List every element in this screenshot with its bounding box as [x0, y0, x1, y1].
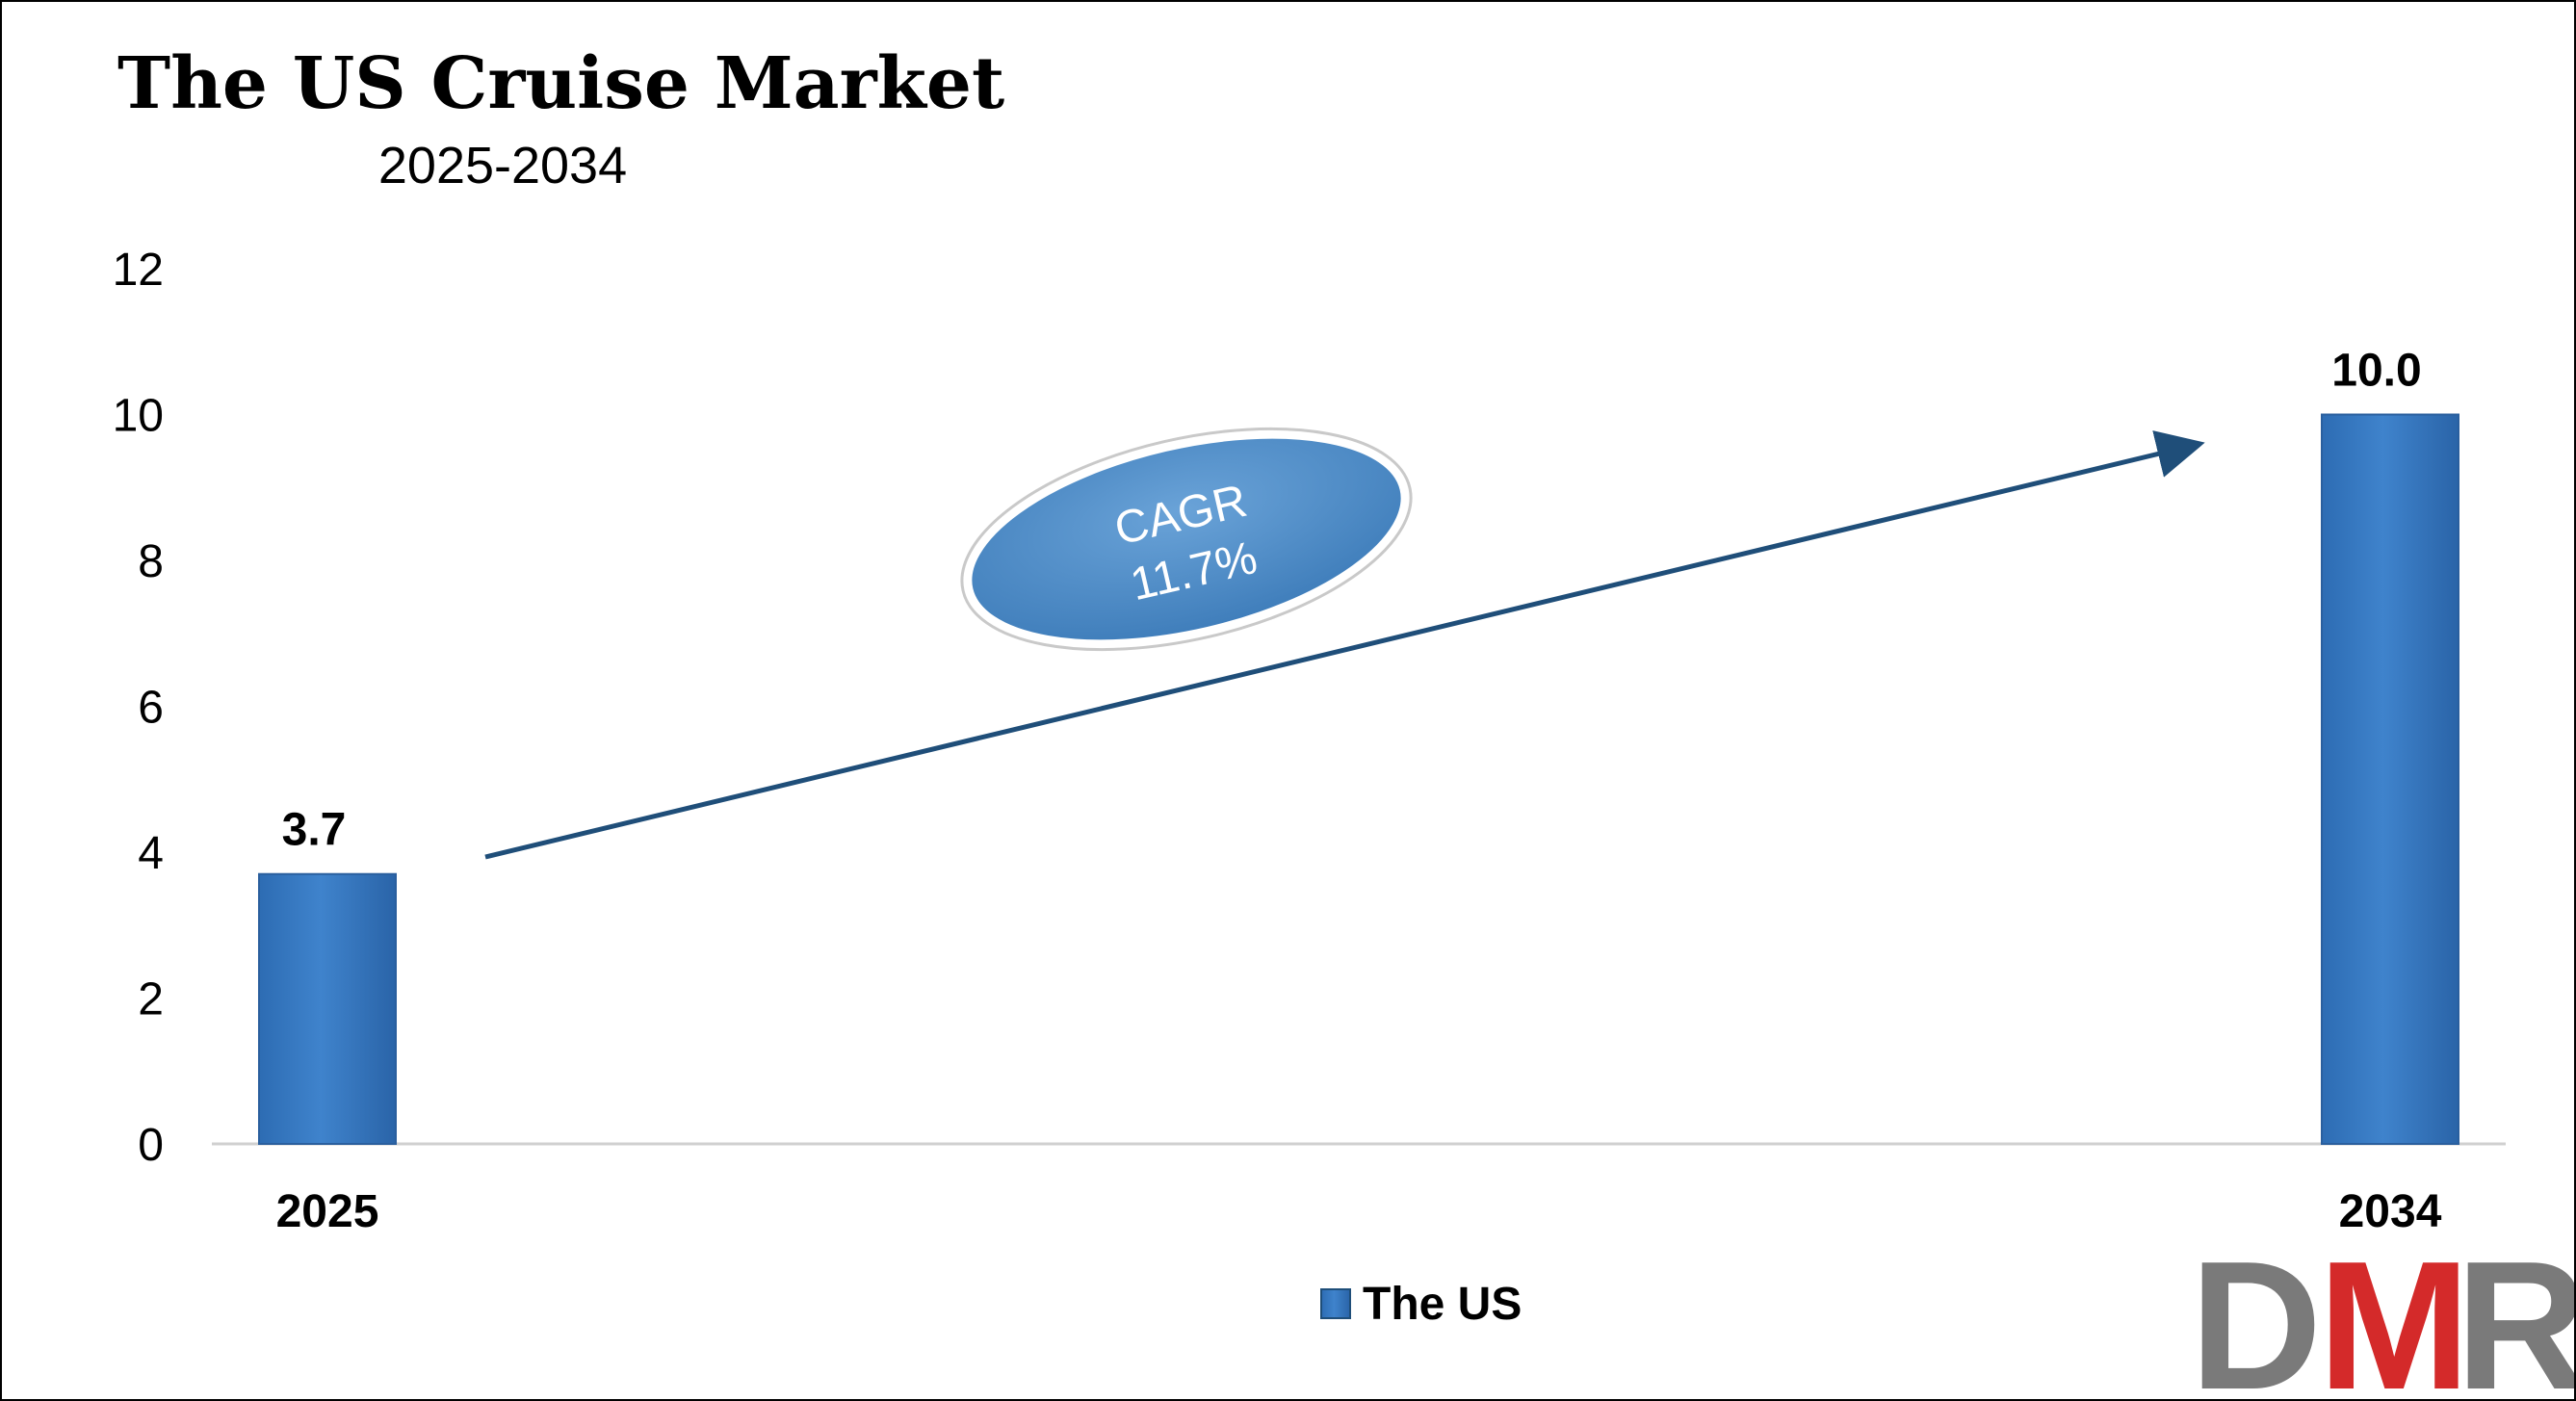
growth-arrow: [484, 430, 2205, 860]
bar-2034: [2321, 413, 2459, 1145]
y-tick-label: 4: [138, 828, 164, 879]
y-tick-label: 2: [138, 974, 164, 1025]
data-labels-group: 3.7 10.0: [282, 346, 2422, 856]
y-tick-label: 10: [113, 391, 164, 442]
y-tick-label: 12: [113, 245, 164, 296]
y-tick-label: 0: [138, 1120, 164, 1171]
data-label-2025: 3.7: [282, 805, 347, 856]
y-tick-label: 8: [138, 536, 164, 587]
cagr-ellipse-outline: [960, 427, 1413, 652]
logo-letter-d: D: [2190, 1224, 2322, 1399]
y-axis-ticks: 0 2 4 6 8 10 12: [113, 245, 164, 1171]
chart-title: The US Cruise Market: [117, 42, 1004, 125]
y-tick-label: 6: [138, 683, 164, 734]
bars-group: [258, 413, 2459, 1145]
bar-2025: [258, 872, 397, 1145]
data-label-2034: 10.0: [2331, 346, 2421, 397]
category-label-2025: 2025: [276, 1186, 379, 1237]
category-labels-group: 2025 2034: [276, 1186, 2442, 1237]
legend-label: The US: [1363, 1279, 1522, 1330]
category-label-2034: 2034: [2339, 1186, 2442, 1237]
legend: The US: [1320, 1279, 1522, 1330]
logo-letter-r: R: [2456, 1224, 2574, 1399]
chart-subtitle: 2025-2034: [378, 137, 627, 195]
legend-swatch: [1320, 1288, 1351, 1319]
dmr-logo: D M R: [2190, 1224, 2574, 1399]
logo-letter-m: M: [2318, 1224, 2470, 1399]
cagr-badge: CAGR 11.7%: [960, 427, 1413, 652]
cagr-ellipse: [963, 429, 1410, 649]
